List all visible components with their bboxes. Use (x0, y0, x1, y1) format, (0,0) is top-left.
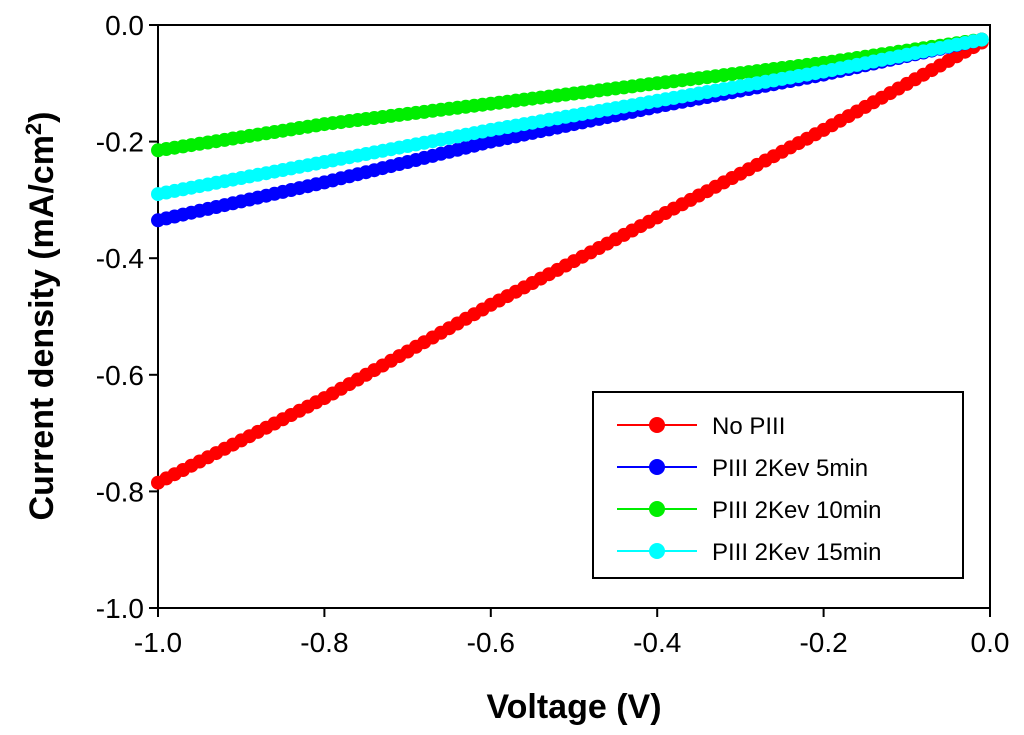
y-axis-title: Current density (mA/cm2) (21, 112, 61, 521)
legend-entry: No PIII (617, 413, 785, 440)
series-piii-2kev-15min (151, 32, 989, 202)
legend-label: No PIII (712, 413, 785, 440)
legend-entry: PIII 2Kev 15min (617, 539, 881, 566)
legend-marker (649, 543, 665, 559)
series-no-piii (151, 35, 989, 490)
data-point (974, 32, 989, 47)
x-tick-label: -0.6 (467, 627, 515, 658)
y-tick-label: -1.0 (96, 593, 144, 624)
x-tick-label: -0.4 (633, 627, 681, 658)
y-tick-label: 0.0 (105, 10, 144, 41)
x-tick-label: -0.2 (799, 627, 847, 658)
legend-entry: PIII 2Kev 5min (617, 455, 868, 482)
x-tick-label: -1.0 (134, 627, 182, 658)
x-axis-title: Voltage (V) (486, 688, 661, 726)
legend-label: PIII 2Kev 10min (712, 497, 881, 524)
legend: No PIII PIII 2Kev 5min PIII 2Kev 10min PIII… (592, 391, 964, 579)
legend-marker (649, 417, 665, 433)
legend-marker (649, 459, 665, 475)
series-piii-2kev-10min (151, 32, 989, 158)
x-tick-label: -0.8 (300, 627, 348, 658)
legend-entry: PIII 2Kev 10min (617, 497, 881, 524)
legend-marker (649, 501, 665, 517)
y-tick-label: -0.2 (96, 127, 144, 158)
y-tick-label: -0.6 (96, 360, 144, 391)
legend-label: PIII 2Kev 15min (712, 539, 881, 566)
x-tick-label: 0.0 (971, 627, 1010, 658)
y-tick-label: -0.4 (96, 243, 144, 274)
legend-label: PIII 2Kev 5min (712, 455, 868, 482)
y-tick-label: -0.8 (96, 476, 144, 507)
